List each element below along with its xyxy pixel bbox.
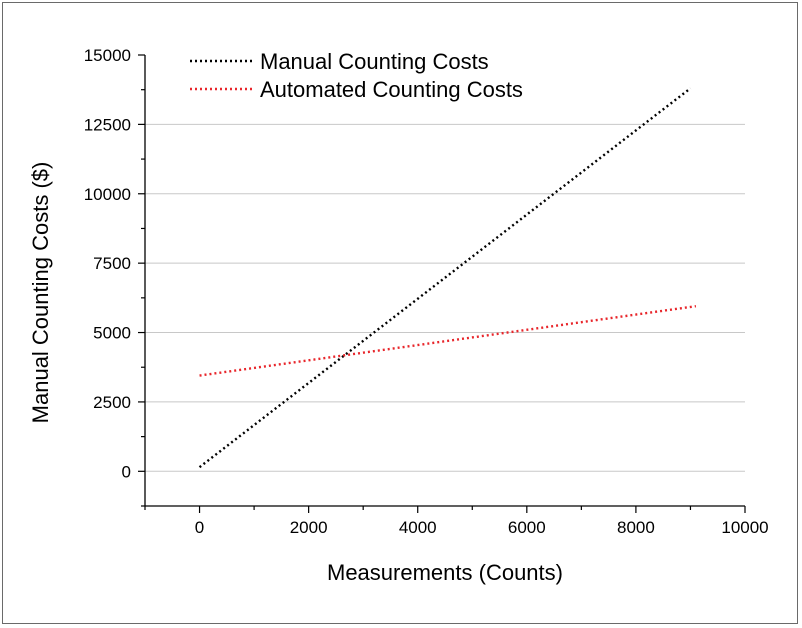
grid-lines xyxy=(145,123,745,472)
series-line-2 xyxy=(199,304,697,377)
y-tick-label: 2500 xyxy=(93,393,131,412)
x-tick-label: 8000 xyxy=(617,518,655,537)
y-tick-label: 7500 xyxy=(93,254,131,273)
x-tick-label: 0 xyxy=(195,518,204,537)
axes xyxy=(144,55,745,507)
x-tick-label: 10000 xyxy=(721,518,768,537)
series-line-1 xyxy=(198,87,692,469)
y-tick-label: 12500 xyxy=(84,115,131,134)
y-tick-label: 10000 xyxy=(84,185,131,204)
legend-label: Automated Counting Costs xyxy=(260,77,523,102)
y-tick-label: 5000 xyxy=(93,324,131,343)
x-tick-label: 6000 xyxy=(508,518,546,537)
legend: Manual Counting Costs Automated Counting … xyxy=(190,49,523,102)
x-axis-ticks: 0 2000 4000 6000 8000 10000 xyxy=(144,506,769,537)
y-axis-ticks: 0 2500 5000 7500 10000 12500 15000 xyxy=(84,46,145,507)
x-tick-label: 2000 xyxy=(290,518,328,537)
y-tick-label: 0 xyxy=(122,462,131,481)
x-axis-title: Measurements (Counts) xyxy=(327,560,563,585)
y-tick-label: 15000 xyxy=(84,46,131,65)
series-lines xyxy=(198,87,697,469)
x-tick-label: 4000 xyxy=(399,518,437,537)
y-axis-title: Manual Counting Costs ($) xyxy=(28,162,53,424)
legend-label: Manual Counting Costs xyxy=(260,49,489,74)
